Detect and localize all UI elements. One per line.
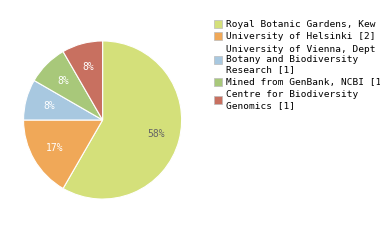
Text: 8%: 8% [43, 101, 55, 111]
Text: 8%: 8% [82, 61, 94, 72]
Wedge shape [24, 120, 103, 188]
Text: 17%: 17% [46, 143, 63, 153]
Legend: Royal Botanic Gardens, Kew [7], University of Helsinki [2], University of Vienna: Royal Botanic Gardens, Kew [7], Universi… [210, 16, 380, 114]
Wedge shape [63, 41, 182, 199]
Wedge shape [63, 41, 103, 120]
Text: 58%: 58% [147, 129, 165, 139]
Wedge shape [34, 52, 103, 120]
Text: 8%: 8% [58, 76, 70, 86]
Wedge shape [24, 80, 103, 120]
